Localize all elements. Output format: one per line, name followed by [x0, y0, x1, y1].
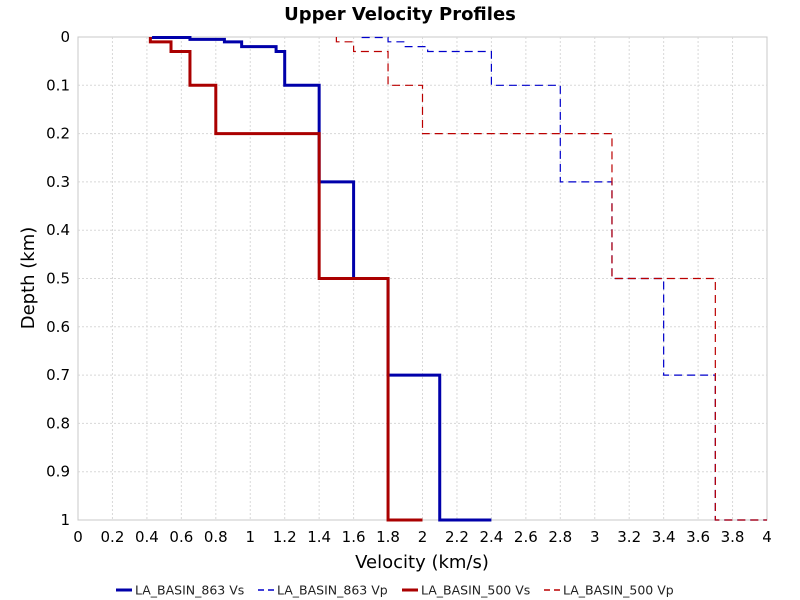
x-tick-label: 3.2	[617, 528, 641, 546]
x-tick-label: 0.6	[169, 528, 193, 546]
legend: LA_BASIN_863 Vs LA_BASIN_863 Vp LA_BASIN_5…	[116, 583, 674, 598]
y-tick-label: 0.5	[46, 270, 70, 288]
chart-title: Upper Velocity Profiles	[284, 4, 516, 25]
x-tick-label: 0.8	[204, 528, 228, 546]
y-tick-label: 0.4	[46, 221, 70, 239]
x-tick-label: 1.8	[376, 528, 400, 546]
x-tick-label: 0	[73, 528, 83, 546]
x-tick-label: 1.6	[342, 528, 366, 546]
y-tick-label: 0.6	[46, 318, 70, 336]
y-tick-label: 0.9	[46, 463, 70, 481]
y-tick-label: 0.2	[46, 125, 70, 143]
y-tick-label: 1	[60, 511, 70, 529]
x-tick-label: 4	[762, 528, 772, 546]
series-line-la-basin-500-vp	[335, 37, 767, 521]
y-tick-label: 0.1	[46, 76, 70, 94]
x-axis-label: Velocity (km/s)	[355, 552, 489, 573]
y-tick-label: 0.3	[46, 173, 70, 191]
legend-label: LA_BASIN_500 Vs	[421, 583, 530, 598]
x-tick-label: 1	[245, 528, 255, 546]
x-tick-label: 1.2	[273, 528, 297, 546]
x-tick-label: 3	[590, 528, 600, 546]
x-tick-label: 3.8	[721, 528, 745, 546]
x-tick-label: 1.4	[307, 528, 331, 546]
x-tick-label: 2.2	[445, 528, 469, 546]
series-layer	[148, 35, 767, 522]
x-tick-label: 2.6	[514, 528, 538, 546]
series-line-la-basin-500-vs	[148, 37, 423, 522]
x-tick-label: 2.8	[548, 528, 572, 546]
y-tick-label: 0	[60, 28, 70, 46]
x-tick-label: 3.6	[686, 528, 710, 546]
x-tick-label: 0.2	[101, 528, 125, 546]
x-tick-label: 2	[418, 528, 428, 546]
y-axis-label: Depth (km)	[18, 227, 39, 330]
legend-label: LA_BASIN_863 Vp	[277, 583, 388, 598]
series-line-la-basin-863-vp	[361, 36, 767, 521]
y-tick-label: 0.8	[46, 414, 70, 432]
y-tick-label: 0.7	[46, 366, 70, 384]
x-tick-label: 3.4	[652, 528, 676, 546]
x-tick-label: 0.4	[135, 528, 159, 546]
legend-label: LA_BASIN_500 Vp	[563, 583, 674, 598]
x-tick-label: 2.4	[479, 528, 503, 546]
legend-label: LA_BASIN_863 Vs	[135, 583, 244, 598]
tick-labels: 0 0.2 0.4 0.6 0.8 1 1.2 1.4 1.6 1.8 2 2.2 2.4 2.6 2.8 3…	[46, 28, 772, 546]
